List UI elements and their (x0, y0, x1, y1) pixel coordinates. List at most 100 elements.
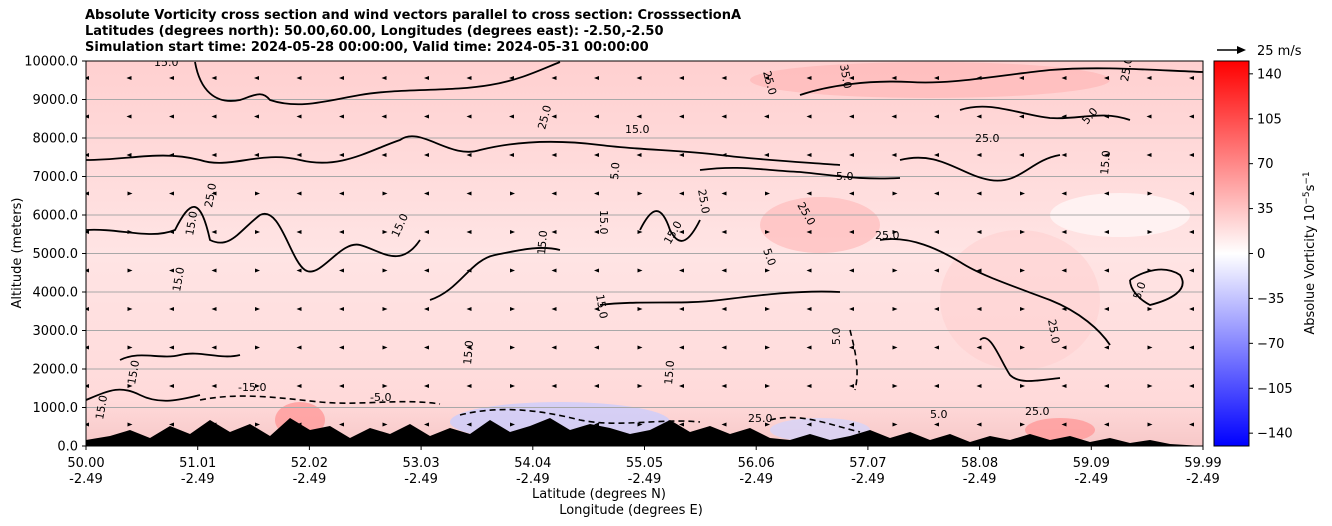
contour-label: 15.0 (170, 266, 187, 292)
wind-vector (382, 230, 388, 234)
wind-vector (211, 191, 217, 196)
contour-label: 25.0 (760, 69, 779, 96)
x-tick-label-lon: -2.49 (628, 472, 662, 487)
wind-vector (679, 76, 684, 80)
x-tick-label-lon: -2.49 (1074, 472, 1108, 487)
colorbar-tick-label: 35 (1257, 202, 1274, 217)
wind-vector (892, 345, 898, 350)
wind-vector (510, 384, 515, 388)
wind-vector (551, 268, 557, 273)
wind-vector (127, 384, 133, 388)
x-tick-label-lat: 58.08 (961, 456, 998, 471)
colorbar-tick-label: −70 (1257, 337, 1284, 352)
wind-vector (127, 230, 133, 234)
wind-vector (637, 307, 643, 311)
wind-vector (255, 422, 260, 427)
wind-vector (86, 307, 89, 311)
wind-vector (721, 384, 727, 388)
contour-label: 25.0 (695, 188, 712, 214)
wind-vector (1061, 76, 1067, 80)
wind-vector (1104, 384, 1109, 388)
wind-vector (976, 384, 982, 388)
x-tick-label-lat: 54.04 (514, 456, 551, 471)
wind-vector (466, 307, 472, 311)
x-tick-label-lat: 50.00 (67, 456, 104, 471)
wind-vector (1104, 345, 1109, 350)
wind-vector (637, 268, 643, 273)
wind-vector (765, 268, 770, 273)
wind-vector (551, 345, 557, 350)
y-tick-label: 7000.0 (33, 170, 79, 185)
x-axis: 50.00-2.4951.01-2.4952.02-2.4953.03-2.49… (67, 446, 1222, 487)
contour-label: 15.0 (461, 340, 476, 366)
wind-vector (1019, 153, 1024, 157)
wind-vector (510, 268, 515, 273)
contour-label: 25.0 (535, 104, 554, 131)
wind-vector (211, 345, 217, 350)
wind-vector (1189, 422, 1194, 427)
colorbar (1213, 60, 1250, 447)
wind-vector (339, 153, 344, 157)
contour-label: 25.0 (1025, 405, 1050, 418)
wind-vector (339, 422, 344, 427)
x-tick-label-lat: 59.99 (1184, 456, 1221, 471)
wind-vector (976, 191, 982, 196)
wind-vector (1061, 153, 1067, 157)
wind-vector (211, 268, 217, 273)
contour-label: 5.0 (608, 162, 622, 181)
contour-label: 5.0 (930, 408, 948, 421)
wind-vector (765, 345, 770, 350)
wind-vector (169, 230, 174, 234)
y-tick-label: 6000.0 (33, 209, 79, 224)
wind-vector (891, 114, 897, 119)
wind-vector (934, 114, 939, 119)
wind-vector (1147, 422, 1153, 427)
wind-vector (1147, 384, 1153, 388)
contour-label: 25.0 (1118, 56, 1135, 82)
wind-vector (127, 307, 133, 311)
wind-vector (1189, 268, 1194, 273)
wind-vector (849, 307, 854, 311)
wind-vector (594, 345, 599, 350)
wind-vector (1061, 345, 1067, 350)
wind-vector (127, 345, 133, 350)
x-tick-label-lon: -2.49 (739, 472, 773, 487)
wind-vector (934, 422, 939, 427)
wind-vector (1189, 114, 1194, 119)
wind-vector (976, 76, 982, 80)
wind-vector (509, 114, 514, 119)
wind-vector (1147, 268, 1153, 273)
chart-title-line-2: Latitudes (degrees north): 50.00,60.00, … (85, 24, 664, 39)
wind-vector (721, 268, 727, 273)
wind-vector (679, 114, 684, 119)
wind-vector (806, 114, 812, 119)
wind-vector (1061, 191, 1067, 196)
wind-vector (86, 153, 89, 157)
wind-vector (255, 230, 260, 234)
wind-vector (594, 422, 599, 427)
wind-vector (1061, 422, 1067, 427)
wind-vector (86, 191, 89, 196)
y-tick-label: 1000.0 (33, 401, 79, 416)
wind-vector (679, 345, 684, 350)
wind-vector (169, 76, 174, 80)
wind-vector (127, 191, 133, 196)
y-tick-label: 0.0 (57, 440, 78, 455)
contour-label: 15.0 (154, 56, 179, 69)
wind-vector (296, 268, 302, 273)
wind-vector (934, 307, 939, 311)
wind-vector (551, 76, 557, 80)
wind-vector (892, 422, 898, 427)
wind-vector (296, 230, 302, 234)
wind-vector (1189, 230, 1194, 234)
wind-vector (86, 268, 89, 273)
contour-label: 5.0 (1131, 280, 1149, 301)
y-tick-label: 9000.0 (33, 93, 79, 108)
wind-vector (1104, 307, 1109, 311)
wind-vector (594, 384, 599, 388)
colorbar-tick-label: 0 (1257, 247, 1265, 262)
wind-vector (339, 76, 344, 80)
wind-vector (765, 307, 770, 311)
wind-vector (211, 153, 217, 157)
wind-vector (381, 114, 387, 119)
